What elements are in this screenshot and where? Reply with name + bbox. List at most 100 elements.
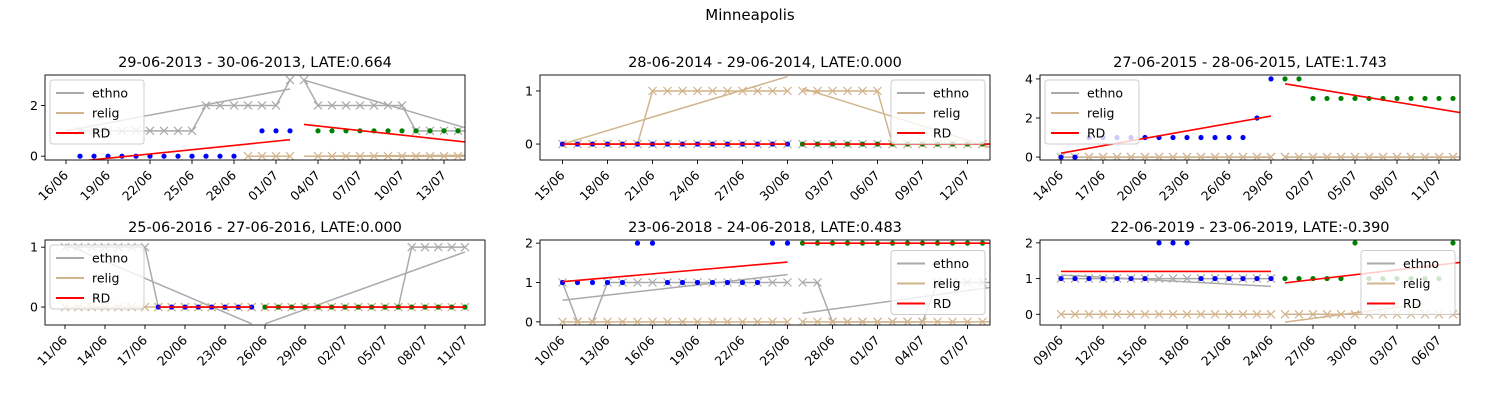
ethno-marker bbox=[243, 101, 253, 110]
relig-marker bbox=[1350, 309, 1360, 319]
ytick-label: 1 bbox=[525, 83, 533, 98]
subplot-6: 22-06-2019 - 23-06-2019, LATE:-0.390 0 1 2 0… bbox=[1025, 220, 1461, 369]
relig-marker bbox=[903, 317, 912, 325]
post-point bbox=[995, 141, 1000, 146]
xtick-label: 19/06 bbox=[77, 167, 113, 203]
ethno-marker bbox=[433, 242, 443, 252]
relig_fit-segment bbox=[562, 75, 788, 145]
RD-segment bbox=[1284, 83, 1460, 114]
post-point bbox=[413, 128, 419, 134]
relig-marker bbox=[1154, 309, 1164, 319]
xtick-label: 08/07 bbox=[1366, 168, 1402, 204]
relig-marker bbox=[678, 86, 687, 96]
pre-point bbox=[1142, 275, 1148, 282]
legend-label: ethno bbox=[1087, 86, 1123, 101]
ytick-label: 1 bbox=[30, 240, 38, 255]
pre-point bbox=[664, 279, 671, 286]
ethno-marker bbox=[313, 101, 323, 110]
pre-point bbox=[1240, 275, 1246, 282]
relig-marker bbox=[603, 317, 612, 325]
legend-label: relig bbox=[92, 106, 119, 121]
xtick-label: 15/06 bbox=[1114, 332, 1150, 368]
relig-marker bbox=[1182, 309, 1192, 319]
post-point bbox=[483, 154, 488, 159]
pre-point bbox=[1268, 76, 1274, 82]
ytick-label: 0 bbox=[1025, 150, 1033, 165]
ethno-marker bbox=[1009, 279, 1017, 287]
pre-point bbox=[694, 279, 701, 286]
pre-point bbox=[1086, 275, 1092, 282]
pre-point bbox=[161, 153, 167, 159]
relig-marker bbox=[1009, 140, 1017, 148]
ytick-label: 0 bbox=[30, 300, 38, 315]
relig-marker bbox=[558, 317, 567, 325]
xtick-label: 21/06 bbox=[622, 167, 658, 203]
ethno_fit-segment bbox=[303, 79, 465, 129]
RD-segment bbox=[303, 123, 465, 143]
pre-point bbox=[769, 240, 776, 246]
relig-marker bbox=[738, 86, 747, 96]
xtick-label: 23/06 bbox=[194, 332, 230, 368]
post-point bbox=[1436, 95, 1442, 102]
relig-marker bbox=[1210, 309, 1220, 319]
ytick-label: 2 bbox=[525, 236, 533, 251]
post-point bbox=[1352, 95, 1358, 102]
post-point bbox=[315, 128, 321, 134]
xtick-label: 04/07 bbox=[287, 168, 323, 204]
RD-segment bbox=[1060, 115, 1272, 154]
pre-point bbox=[634, 240, 641, 246]
pre-point bbox=[679, 279, 686, 286]
relig-marker bbox=[1252, 309, 1262, 319]
ethno-marker bbox=[299, 75, 309, 85]
legend-box bbox=[49, 79, 145, 145]
relig-marker bbox=[994, 140, 1002, 148]
xtick-label: 26/06 bbox=[234, 332, 270, 368]
plot-area bbox=[558, 240, 1017, 326]
post-point bbox=[455, 128, 461, 134]
ethno_fit-segment bbox=[562, 273, 788, 301]
subplots: 29-06-2013 - 30-06-2013, LATE:0.664 0 2 16/… bbox=[30, 55, 1485, 369]
subplot-title: 25-06-2016 - 27-06-2016, LATE:0.000 bbox=[128, 220, 402, 236]
post-point bbox=[1282, 76, 1288, 82]
ethno-marker bbox=[1463, 153, 1471, 161]
relig-marker bbox=[994, 318, 1002, 326]
legend-label: RD bbox=[92, 126, 110, 141]
xtick-label: 11/07 bbox=[1408, 168, 1444, 204]
ethno-marker bbox=[798, 278, 807, 287]
xtick-label: 10/06 bbox=[532, 332, 568, 368]
legend-label: RD bbox=[933, 296, 951, 311]
xtick-label: 03/07 bbox=[1366, 333, 1402, 369]
ethno-marker bbox=[173, 126, 183, 136]
relig-marker bbox=[1009, 318, 1017, 326]
xtick-label: 27/06 bbox=[1282, 332, 1318, 368]
post-point bbox=[497, 154, 502, 159]
subplot-3: 27-06-2015 - 28-06-2015, LATE:1.743 0 2 4 14… bbox=[1025, 55, 1485, 204]
pre-point bbox=[589, 279, 596, 286]
legend-label: relig bbox=[933, 276, 960, 291]
xtick-label: 30/06 bbox=[757, 167, 793, 203]
ethno-marker bbox=[1154, 274, 1164, 283]
relig-marker bbox=[693, 317, 702, 325]
xtick-label: 17/06 bbox=[1072, 167, 1108, 203]
ethno-marker bbox=[407, 242, 417, 252]
relig-marker bbox=[1266, 309, 1276, 319]
xtick-label: 05/07 bbox=[1324, 168, 1360, 204]
xtick-label: 12/07 bbox=[937, 168, 973, 204]
legend: ethno relig RD bbox=[1044, 79, 1140, 145]
xtick-label: 30/06 bbox=[1324, 332, 1360, 368]
relig-marker bbox=[978, 317, 987, 325]
legend-label: RD bbox=[933, 126, 951, 141]
post-point bbox=[1352, 240, 1358, 246]
legend-label: RD bbox=[1087, 126, 1105, 141]
xtick-label: 25/06 bbox=[161, 167, 197, 203]
relig-marker bbox=[828, 86, 837, 96]
xtick-label: 20/06 bbox=[1114, 167, 1150, 203]
ethno-marker bbox=[187, 126, 197, 136]
ytick-label: 0 bbox=[1025, 307, 1033, 322]
post-point bbox=[329, 128, 335, 134]
relig-marker bbox=[1477, 153, 1485, 161]
ytick-label: 1 bbox=[1025, 271, 1033, 286]
pre-point bbox=[189, 153, 195, 159]
relig-line bbox=[562, 90, 788, 145]
pre-point bbox=[739, 279, 746, 286]
